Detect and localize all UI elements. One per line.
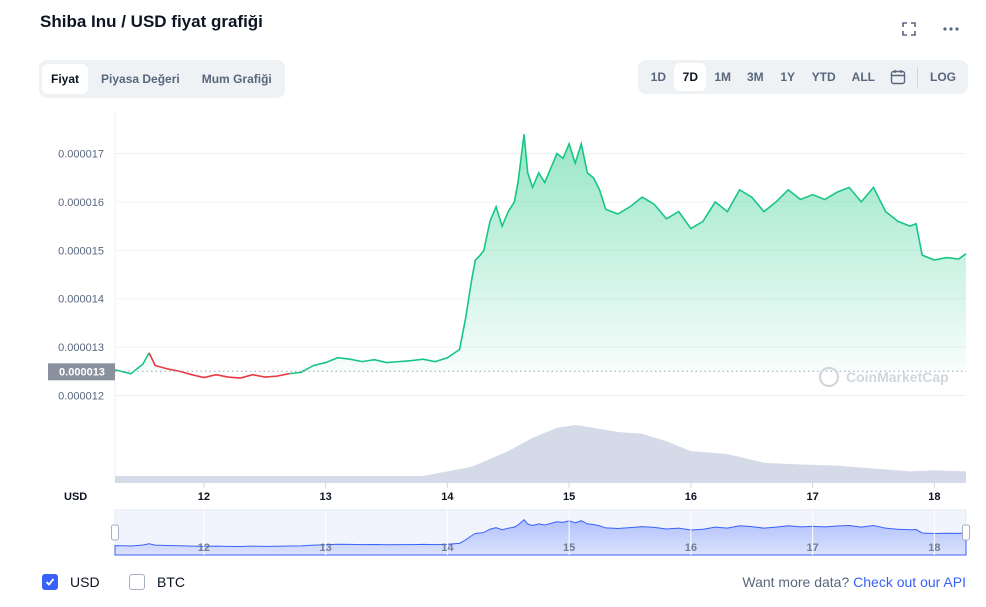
currency-label: USD (64, 491, 87, 503)
fullscreen-icon[interactable] (900, 20, 918, 38)
btc-check-icon (129, 574, 145, 590)
volume-area (115, 425, 966, 483)
tab-price[interactable]: Fiyat (42, 64, 89, 94)
navigator-label: 16 (685, 542, 697, 554)
x-tick-label: 18 (928, 491, 940, 503)
watermark-text: CoinMarketCap (846, 369, 949, 385)
navigator-label: 18 (928, 542, 940, 554)
range-divider (917, 67, 918, 87)
usd-checkbox[interactable]: USD (42, 574, 100, 590)
price-line-up (289, 134, 967, 375)
chart-type-tabs: Fiyat Piyasa Değeri Mum Grafiği (39, 60, 285, 98)
x-tick-label: 14 (441, 491, 454, 503)
time-range-selector: 1D 7D 1M 3M 1Y YTD ALL LOG (638, 60, 968, 94)
current-price-badge (48, 363, 115, 381)
range-1d[interactable]: 1D (650, 70, 666, 84)
price-lines (114, 134, 967, 379)
x-tick-label: 16 (685, 491, 697, 503)
range-navigator: 12 13 14 15 16 17 18 (111, 509, 970, 556)
navigator-right-handle[interactable] (962, 524, 970, 541)
range-3m[interactable]: 3M (747, 70, 764, 84)
btc-checkbox[interactable]: BTC (129, 574, 185, 590)
range-1y[interactable]: 1Y (780, 70, 796, 84)
y-tick-label: 0.000013 (58, 342, 104, 354)
current-price-label: 0.000013 (59, 366, 105, 378)
navigator-label: 14 (441, 542, 454, 554)
coinmarketcap-logo-icon (818, 366, 840, 388)
navigator-label: 17 (806, 542, 818, 554)
watermark: CoinMarketCap (818, 366, 949, 388)
y-tick-label: 0.000016 (58, 197, 104, 209)
header-actions (900, 20, 960, 38)
usd-checkbox-label: USD (70, 574, 100, 590)
x-axis: USD 12 13 14 15 16 17 18 (64, 483, 940, 503)
price-line-down (148, 352, 290, 379)
price-area (115, 134, 966, 372)
btc-checkbox-label: BTC (157, 574, 185, 590)
navigator-label: 13 (319, 542, 331, 554)
api-link[interactable]: Check out our API (853, 574, 966, 590)
range-ytd[interactable]: YTD (811, 70, 836, 84)
navigator-label: 15 (563, 542, 575, 554)
tab-market-cap[interactable]: Piyasa Değeri (101, 72, 180, 86)
price-line-up-start (114, 352, 150, 375)
y-axis: 0.000017 0.000016 0.000015 0.000014 0.000013… (48, 149, 115, 402)
volume-bars (115, 425, 966, 483)
log-scale-toggle[interactable]: LOG (930, 70, 956, 84)
range-7d[interactable]: 7D (674, 63, 707, 91)
x-tick-label: 15 (563, 491, 575, 503)
chart-footer: USD BTC Want more data? Check out our AP… (0, 568, 986, 598)
x-tick-label: 12 (198, 491, 210, 503)
price-area-fill (115, 134, 966, 372)
usd-check-icon (42, 574, 58, 590)
navigator-series (114, 518, 967, 556)
more-icon[interactable] (942, 20, 960, 38)
price-chart[interactable]: 0.000017 0.000016 0.000015 0.000014 0.000013… (0, 0, 986, 568)
tab-candlestick[interactable]: Mum Grafiği (201, 72, 272, 86)
x-tick-label: 17 (806, 491, 818, 503)
y-tick-label: 0.000014 (58, 294, 104, 306)
navigator-label: 12 (198, 542, 210, 554)
x-tick-label: 13 (319, 491, 331, 503)
calendar-icon[interactable] (883, 63, 913, 91)
api-promo-text: Want more data? (742, 574, 850, 590)
navigator-left-handle[interactable] (111, 524, 119, 541)
y-tick-label: 0.000017 (58, 149, 104, 161)
range-all[interactable]: ALL (851, 70, 875, 84)
y-tick-label: 0.000015 (58, 245, 104, 257)
api-promo: Want more data? Check out our API (742, 574, 966, 590)
chart-title: Shiba Inu / USD fiyat grafiği (40, 12, 263, 31)
range-1m[interactable]: 1M (714, 70, 731, 84)
y-tick-label: 0.000012 (58, 390, 104, 402)
